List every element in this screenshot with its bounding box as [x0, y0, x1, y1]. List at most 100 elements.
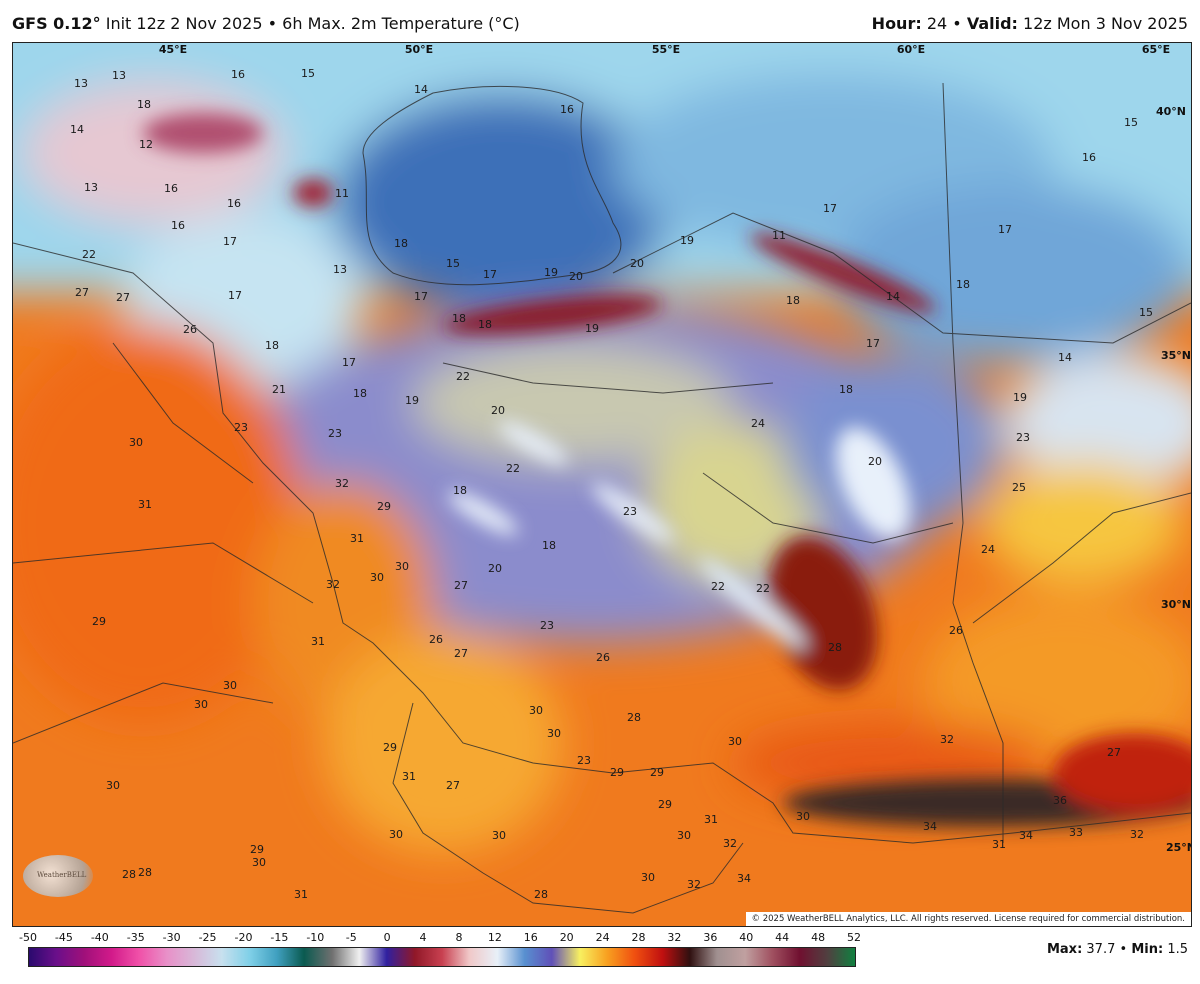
- temperature-label: 29: [610, 766, 624, 779]
- temperature-label: 30: [223, 679, 237, 692]
- temperature-label: 17: [866, 337, 880, 350]
- max-min-stats: Max: 37.7 • Min: 1.5: [1047, 942, 1188, 957]
- temperature-label: 13: [84, 181, 98, 194]
- init-time: Init 12z 2 Nov 2025: [105, 14, 263, 33]
- min-value: 1.5: [1167, 942, 1188, 957]
- colorbar-tick: 52: [847, 931, 861, 944]
- colorbar-tick: 28: [631, 931, 646, 944]
- temperature-label: 32: [1130, 828, 1144, 841]
- temperature-label: 17: [483, 268, 497, 281]
- hour-label: Hour:: [871, 14, 922, 33]
- temperature-label: 30: [796, 810, 810, 823]
- temperature-label: 18: [956, 278, 970, 291]
- temperature-label: 24: [751, 417, 765, 430]
- product-name: 6h Max. 2m Temperature (°C): [282, 14, 520, 33]
- temperature-label: 19: [585, 322, 599, 335]
- colorbar-tick: -30: [162, 931, 181, 944]
- temperature-label: 27: [1107, 746, 1121, 759]
- temperature-label: 18: [452, 312, 466, 325]
- temperature-label: 36: [1053, 794, 1067, 807]
- colorbar-tick: 12: [487, 931, 502, 944]
- temperature-label: 16: [171, 219, 185, 232]
- colorbar-tick: 40: [739, 931, 754, 944]
- temperature-label: 30: [252, 856, 266, 869]
- temperature-label: 23: [234, 421, 248, 434]
- colorbar-tick: 0: [383, 931, 391, 944]
- colorbar-tick: -20: [234, 931, 253, 944]
- temperature-label: 29: [250, 843, 264, 856]
- temperature-label: 22: [711, 580, 725, 593]
- temperature-label: 18: [265, 339, 279, 352]
- temperature-label: 32: [335, 477, 349, 490]
- min-label: Min:: [1131, 942, 1164, 957]
- temperature-label: 18: [478, 318, 492, 331]
- longitude-label: 60°E: [897, 43, 925, 56]
- temperature-label: 14: [414, 83, 428, 96]
- weatherbell-logo: WeatherBELL: [23, 855, 93, 897]
- temperature-map: 13 13 16 15 14 18 14 12 16 15 16 13 16 16 11 16 17 18 17 11…: [12, 42, 1192, 927]
- latitude-label: 35°N: [1161, 349, 1191, 362]
- temperature-label: 31: [402, 770, 416, 783]
- temperature-label: 16: [227, 197, 241, 210]
- graticule-labels: 45°E 50°E 55°E 60°E 65°E 40°N 35°N 30°N 25°N: [159, 43, 1191, 854]
- max-value: 37.7: [1086, 942, 1116, 957]
- temperature-label: 15: [301, 67, 315, 80]
- temperature-label: 28: [627, 711, 641, 724]
- temperature-label: 14: [886, 290, 900, 303]
- temperature-label: 17: [823, 202, 837, 215]
- temperature-label: 30: [194, 698, 208, 711]
- temperature-label: 28: [534, 888, 548, 901]
- map-title: GFS 0.12° Init 12z 2 Nov 2025 • 6h Max. …: [12, 14, 520, 33]
- temperature-label: 32: [940, 733, 954, 746]
- temperature-label: 23: [328, 427, 342, 440]
- temperature-label: 27: [116, 291, 130, 304]
- temperature-colorbar: [28, 947, 856, 967]
- temperature-label: 30: [728, 735, 742, 748]
- colorbar-tick: -15: [270, 931, 289, 944]
- temperature-label: 22: [506, 462, 520, 475]
- temperature-label: 13: [333, 263, 347, 276]
- temperature-label: 15: [446, 257, 460, 270]
- colorbar-tick: -50: [19, 931, 37, 944]
- temperature-label: 31: [350, 532, 364, 545]
- temperature-label: 20: [491, 404, 505, 417]
- temperature-label: 28: [138, 866, 152, 879]
- temperature-label: 30: [641, 871, 655, 884]
- separator: •: [267, 14, 278, 33]
- temperature-label: 14: [70, 123, 84, 136]
- temperature-label: 23: [577, 754, 591, 767]
- temperature-label: 11: [335, 187, 349, 200]
- temperature-label: 20: [630, 257, 644, 270]
- temperature-label: 13: [74, 77, 88, 90]
- temperature-label: 15: [1124, 116, 1138, 129]
- temperature-label: 30: [677, 829, 691, 842]
- temperature-label: 18: [839, 383, 853, 396]
- temperature-label: 31: [992, 838, 1006, 851]
- colorbar-tick: 24: [595, 931, 610, 944]
- temperature-label: 26: [596, 651, 610, 664]
- colorbar-tick: 4: [419, 931, 427, 944]
- temperature-label: 17: [342, 356, 356, 369]
- temperature-label: 16: [1082, 151, 1096, 164]
- temperature-label: 17: [414, 290, 428, 303]
- latitude-label: 25°N: [1166, 841, 1191, 854]
- separator: •: [952, 14, 962, 33]
- temperature-label: 33: [1069, 826, 1083, 839]
- temperature-labels: 13 13 16 15 14 18 14 12 16 15 16 13 16 16 11 16 17 18 17 11…: [70, 67, 1153, 901]
- temperature-label: 25: [1012, 481, 1026, 494]
- temperature-label: 18: [353, 387, 367, 400]
- temperature-label: 16: [164, 182, 178, 195]
- separator: •: [1119, 942, 1128, 957]
- temperature-label: 29: [658, 798, 672, 811]
- temperature-label: 14: [1058, 351, 1072, 364]
- colorbar-tick: -5: [345, 931, 357, 944]
- temperature-label: 20: [569, 270, 583, 283]
- temperature-label: 28: [122, 868, 136, 881]
- colorbar-tick: -45: [54, 931, 73, 944]
- temperature-label: 30: [389, 828, 403, 841]
- colorbar-tick: 36: [703, 931, 718, 944]
- temperature-label: 34: [923, 820, 937, 833]
- colorbar-tick: -10: [306, 931, 325, 944]
- valid-value: 12z Mon 3 Nov 2025: [1023, 14, 1188, 33]
- temperature-label: 17: [998, 223, 1012, 236]
